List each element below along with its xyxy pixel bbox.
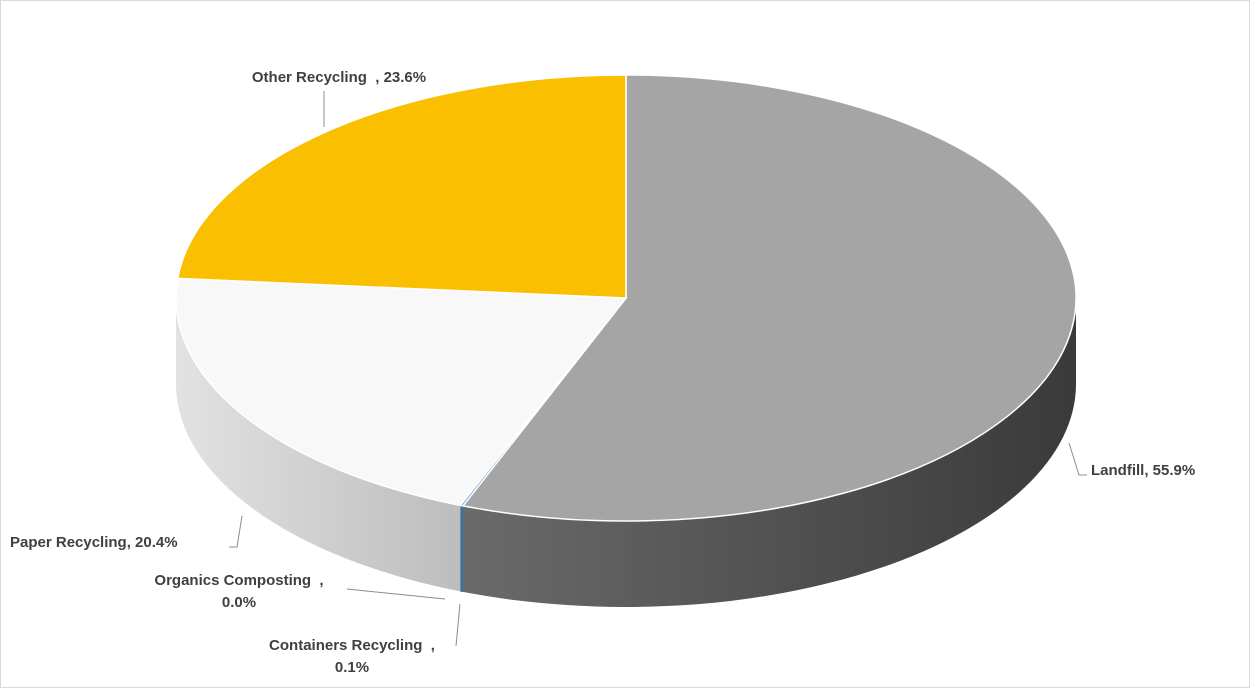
data-label-containers-recycling: Containers Recycling , 0.1% [269,637,435,676]
data-label-paper-recycling: Paper Recycling, 20.4% [10,534,178,551]
data-labels: Other Recycling , 23.6% Landfill, 55.9% Pa… [10,69,1195,676]
pie-slice-other-recycling [176,74,627,299]
leader-line-organics-composting [346,588,446,600]
data-label-landfill: Landfill, 55.9% [1091,462,1195,479]
leader-lines [229,91,1087,647]
data-label-containers-recycling-line: 0.1% [335,659,369,676]
leader-line-paper-recycling [229,515,243,548]
pie-slice-paper-recycling [175,277,628,507]
leader-line-landfill [1068,442,1087,476]
data-label-other-recycling: Other Recycling , 23.6% [252,69,426,86]
pie-slice-landfill [461,74,1077,522]
data-label-organics-composting-line: Organics Composting , [154,572,323,589]
data-label-containers-recycling-line: Containers Recycling , [269,637,435,654]
leader-line-containers-recycling [455,603,461,647]
data-label-organics-composting: Organics Composting , 0.0% [154,572,323,611]
data-label-landfill-line: Landfill, 55.9% [1091,462,1195,479]
pie-tops [175,74,1077,522]
data-label-paper-recycling-line: Paper Recycling, 20.4% [10,534,178,551]
pie-side-containers-recycling [460,505,464,593]
pie-side-paper-recycling [176,298,461,592]
data-label-organics-composting-line: 0.0% [222,594,256,611]
data-label-other-recycling-line: Other Recycling , 23.6% [252,69,426,86]
pie-side-landfill [462,298,1076,607]
